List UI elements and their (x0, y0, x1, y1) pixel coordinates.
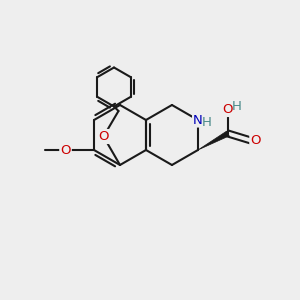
Text: H: H (232, 100, 242, 113)
Text: O: O (98, 130, 109, 143)
Text: N: N (193, 113, 203, 127)
Text: O: O (60, 143, 71, 157)
Polygon shape (198, 131, 229, 150)
Text: H: H (201, 116, 211, 130)
Text: O: O (250, 134, 261, 148)
Text: O: O (223, 103, 233, 116)
